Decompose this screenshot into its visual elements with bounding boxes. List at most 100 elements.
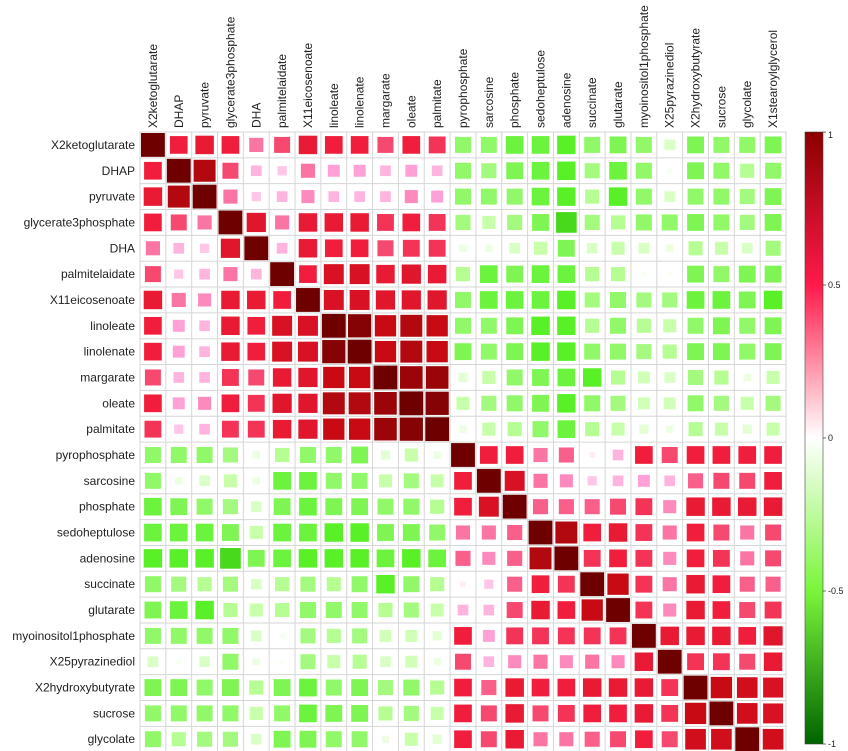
- heatmap-cell: [348, 366, 371, 389]
- heatmap-cell: [739, 343, 756, 360]
- heatmap-cell: [298, 239, 318, 258]
- heatmap-cell: [145, 241, 160, 256]
- heatmap-cell: [531, 291, 550, 309]
- heatmap-cell: [351, 679, 369, 696]
- heatmap-cell: [354, 191, 365, 202]
- heatmap-cell: [404, 448, 418, 462]
- heatmap-cell: [608, 187, 628, 206]
- heatmap-cell: [765, 240, 781, 256]
- heatmap-cell: [664, 475, 676, 487]
- heatmap-cell: [506, 369, 523, 386]
- heatmap-cell: [170, 214, 187, 231]
- heatmap-cell: [712, 446, 731, 464]
- row-label: glutarate: [88, 603, 135, 617]
- heatmap-cell: [686, 549, 705, 568]
- row-label: linolenate: [84, 345, 136, 359]
- row-label: pyrophosphate: [56, 448, 136, 462]
- heatmap-cell: [250, 501, 262, 513]
- column-label: phosphate: [508, 72, 522, 128]
- heatmap-cell: [250, 268, 262, 280]
- heatmap-cell: [635, 446, 653, 464]
- heatmap-cell: [712, 497, 731, 516]
- heatmap-cell: [431, 165, 443, 177]
- heatmap-cell: [380, 191, 391, 202]
- heatmap-cell: [455, 317, 471, 334]
- heatmap-cell: [454, 472, 472, 490]
- heatmap-cell: [402, 239, 420, 257]
- heatmap-cell: [379, 629, 392, 642]
- heatmap-cell: [610, 343, 627, 360]
- heatmap-cell: [557, 161, 576, 180]
- heatmap-cell: [250, 165, 262, 177]
- heatmap-cell: [374, 315, 397, 337]
- heatmap-cell: [196, 498, 213, 515]
- heatmap-cell: [247, 420, 265, 438]
- heatmap-cell: [299, 730, 317, 748]
- heatmap-cell: [296, 288, 320, 312]
- heatmap-cell: [425, 366, 449, 389]
- heatmap-cell: [531, 575, 550, 594]
- heatmap-cell: [712, 343, 730, 361]
- heatmap-cell: [381, 735, 390, 744]
- heatmap-cell: [380, 165, 391, 177]
- heatmap-cell: [635, 214, 652, 231]
- heatmap-cell: [167, 185, 190, 208]
- heatmap-cell: [328, 191, 340, 202]
- heatmap-cell: [531, 187, 550, 206]
- heatmap-cell: [428, 214, 446, 231]
- heatmap-cell: [403, 602, 419, 618]
- heatmap-cell: [222, 447, 238, 463]
- heatmap-cell: [141, 133, 165, 157]
- heatmap-cell: [196, 447, 213, 463]
- heatmap-cell: [557, 575, 575, 593]
- heatmap-cell: [276, 242, 288, 254]
- heatmap-cell: [274, 136, 291, 153]
- heatmap-cell: [402, 549, 421, 568]
- heatmap-cell: [222, 524, 239, 541]
- heatmap-cell: [176, 659, 182, 665]
- heatmap-cell: [405, 655, 418, 668]
- heatmap-cell: [531, 265, 550, 283]
- heatmap-cell: [635, 575, 653, 593]
- heatmap-cell: [739, 576, 755, 592]
- heatmap-cell: [348, 418, 371, 440]
- heatmap-cell: [144, 394, 162, 413]
- heatmap-cell: [144, 266, 161, 283]
- heatmap-cell: [686, 600, 705, 620]
- heatmap-cell: [195, 523, 214, 542]
- heatmap-cell: [608, 678, 628, 697]
- heatmap-cell: [199, 656, 210, 668]
- heatmap-cell: [377, 136, 394, 153]
- heatmap-cell: [533, 473, 548, 488]
- heatmap-cell: [688, 369, 704, 386]
- heatmap-cell: [558, 499, 574, 515]
- heatmap-cell: [712, 575, 731, 594]
- heatmap-cell: [610, 731, 627, 748]
- heatmap-cell: [480, 731, 497, 748]
- heatmap-cell: [399, 417, 423, 441]
- heatmap-cell: [765, 524, 782, 541]
- heatmap-cell: [585, 189, 600, 204]
- heatmap-cell: [683, 675, 708, 700]
- heatmap-cell: [297, 341, 318, 362]
- heatmap-cell: [454, 497, 472, 516]
- heatmap-cell: [429, 524, 446, 541]
- heatmap-cell: [714, 370, 729, 385]
- heatmap-cell: [531, 161, 550, 180]
- heatmap-cell: [433, 451, 441, 459]
- heatmap-cell: [740, 163, 755, 178]
- heatmap-cell: [248, 369, 265, 386]
- row-label: X11eicosenoate: [50, 293, 136, 307]
- heatmap-cell: [610, 498, 627, 515]
- heatmap-cell: [221, 290, 240, 310]
- heatmap-cell: [738, 291, 756, 309]
- column-label: palmitelaidate: [275, 54, 289, 128]
- heatmap-cell: [197, 215, 212, 230]
- heatmap-cell: [223, 474, 237, 488]
- heatmap-cell: [483, 604, 495, 616]
- heatmap-cell: [532, 369, 549, 386]
- heatmap-cell: [765, 395, 781, 411]
- heatmap-cell: [405, 629, 418, 642]
- heatmap-cell: [505, 291, 524, 309]
- heatmap-cell: [222, 627, 239, 644]
